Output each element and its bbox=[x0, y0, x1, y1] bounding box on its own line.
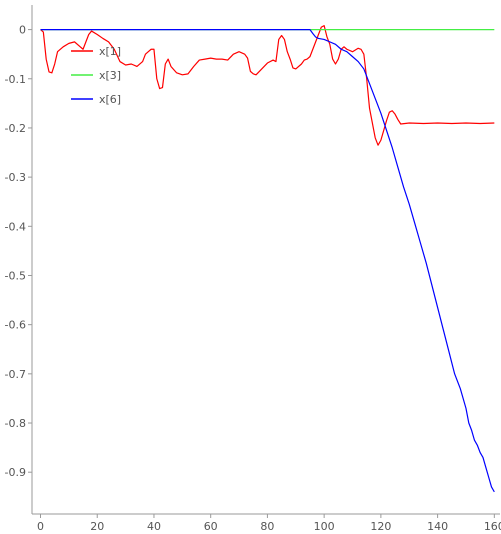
x-tick-label: 80 bbox=[260, 520, 274, 533]
legend-label-x6: x[6] bbox=[99, 93, 121, 106]
y-tick-label: -0.1 bbox=[5, 73, 26, 86]
y-tick-label: -0.9 bbox=[5, 466, 26, 479]
x-tick-label: 40 bbox=[147, 520, 161, 533]
x-tick-label: 60 bbox=[204, 520, 218, 533]
legend-label-x3: x[3] bbox=[99, 69, 121, 82]
y-tick-label: -0.5 bbox=[5, 269, 26, 282]
y-tick-label: -0.8 bbox=[5, 417, 26, 430]
legend: x[1] x[3] x[6] bbox=[71, 45, 121, 106]
y-tick-label: -0.3 bbox=[5, 171, 26, 184]
y-axis: 0 -0.1 -0.2 -0.3 -0.4 -0.5 -0.6 -0.7 -0.8 -0.9 bbox=[5, 5, 32, 514]
y-tick-label: -0.2 bbox=[5, 122, 26, 135]
y-tick-label: 0 bbox=[19, 24, 26, 37]
x-tick-label: 140 bbox=[427, 520, 448, 533]
x-tick-label: 120 bbox=[370, 520, 391, 533]
x-tick-label: 20 bbox=[90, 520, 104, 533]
legend-label-x1: x[1] bbox=[99, 45, 121, 58]
y-ticks: 0 -0.1 -0.2 -0.3 -0.4 -0.5 -0.6 -0.7 -0.8 -0.9 bbox=[5, 24, 32, 480]
x-tick-label: 0 bbox=[37, 520, 44, 533]
series-line-x1 bbox=[41, 26, 495, 146]
x-tick-label: 160 bbox=[484, 520, 501, 533]
x-tick-label: 100 bbox=[314, 520, 335, 533]
y-tick-label: -0.7 bbox=[5, 368, 26, 381]
y-tick-label: -0.6 bbox=[5, 319, 26, 332]
x-ticks: 0 20 40 60 80 100 120 140 160 bbox=[37, 514, 501, 533]
x-axis: 0 20 40 60 80 100 120 140 160 bbox=[32, 514, 501, 533]
y-tick-label: -0.4 bbox=[5, 220, 26, 233]
